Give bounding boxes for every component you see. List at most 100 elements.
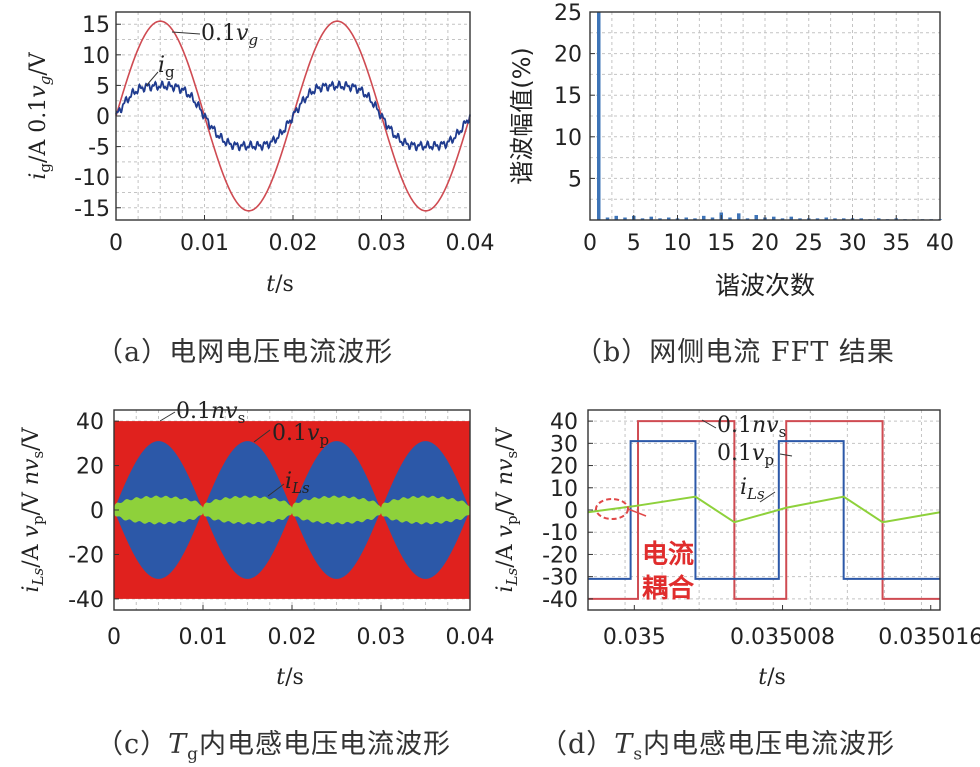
annotation-leader-0.1vp [253, 429, 271, 443]
bar-order-24 [798, 218, 802, 220]
xtick-label-c: 0.04 [446, 625, 495, 650]
caption-c-T: T [168, 729, 188, 760]
ytick-label-a: 15 [82, 13, 110, 38]
xlabel-c: t/s [276, 665, 304, 690]
bar-order-9 [667, 217, 671, 220]
bar-order-22 [780, 218, 785, 220]
xtick-label-b: 0 [583, 231, 597, 256]
bar-order-29 [842, 218, 846, 220]
ytick-label-b: 5 [568, 167, 582, 192]
xtick-label-b: 35 [882, 231, 910, 256]
caption-d-rest: 内电感电压电流波形 [643, 729, 896, 760]
annotation-0.1nvs: 0.1nvs [176, 399, 245, 427]
annotation-0.1vp: 0.1vp [272, 421, 329, 449]
xtick-label-b: 25 [795, 231, 823, 256]
xtick-label-a: 0 [109, 231, 123, 256]
bar-order-31 [859, 218, 863, 220]
plot-b: 5 10 15 20 25 0 5 10 15 20 25 30 35 40 谐波次数 谐波幅值(%) [508, 1, 954, 300]
bar-order-12 [693, 218, 697, 220]
xtick-label-a: 0.01 [180, 231, 229, 256]
xtick-label-b: 20 [751, 231, 779, 256]
annotation-leader-iLs [267, 483, 285, 497]
caption-c-rest: 内电感电压电流波形 [199, 729, 452, 760]
caption-b: （b）网侧电流 FFT 结果 [575, 337, 895, 368]
ytick-label-d: 40 [550, 410, 578, 435]
bar-order-8 [658, 218, 662, 220]
annotation-leader-0.1vp [779, 453, 793, 457]
xtick-label-a: 0.02 [269, 231, 318, 256]
ylabel-a: ig/A 0.1vg/V [26, 51, 54, 179]
bar-order-3 [614, 215, 618, 220]
xtick-label-c: 0.03 [357, 625, 406, 650]
caption-d-prefix: （d） [540, 729, 615, 760]
annotation-iLs: iLs [740, 475, 765, 503]
annotation-0.1vg: 0.1vg [201, 21, 258, 49]
ytick-label-c: -40 [68, 588, 104, 613]
bar-order-28 [833, 218, 837, 220]
ytick-label-a: -15 [74, 197, 110, 222]
ytick-label-b: 10 [554, 126, 582, 151]
ytick-label-d: -20 [542, 543, 578, 568]
ylabel-d: iLs/A vp/V nvs/V [493, 426, 521, 592]
caption-d: （d）Ts内电感电压电流波形 [540, 722, 895, 764]
annotation-leader-ig [145, 71, 159, 87]
bar-order-19 [754, 215, 758, 220]
xtick-label-d: 0.035 [603, 625, 666, 650]
annotation-leader-iLs [759, 491, 776, 503]
ytick-label-b: 15 [554, 84, 582, 109]
series-area-iLs [114, 495, 470, 525]
xlabel-a: t/s [266, 272, 294, 297]
xlabel-d: t/s [758, 665, 786, 690]
ytick-label-d: 0 [564, 499, 578, 524]
ytick-label-c: 40 [76, 410, 104, 435]
annotation-0.1nvs: 0.1nvs [717, 413, 786, 441]
xtick-label-a: 0.04 [446, 231, 495, 256]
annotation-leader-0.1nvs [159, 411, 176, 422]
series-line-0.1nvs [588, 420, 940, 600]
ytick-label-c: -20 [68, 543, 104, 568]
xtick-label-b: 10 [664, 231, 692, 256]
xtick-label-b: 30 [839, 231, 867, 256]
bar-order-2 [605, 217, 610, 220]
bar-order-1 [597, 12, 601, 220]
bar-order-18 [745, 218, 750, 220]
bar-order-27 [824, 217, 828, 220]
xtick-label-c: 0.01 [179, 625, 228, 650]
ylabel-b: 谐波幅值(%) [508, 47, 536, 185]
ytick-label-c: 0 [90, 499, 104, 524]
caption-d-sub: s [633, 744, 644, 765]
xtick-label-c: 0.02 [268, 625, 317, 650]
xlabel-b: 谐波次数 [715, 271, 815, 300]
bar-order-17 [737, 213, 741, 220]
bar-order-14 [710, 217, 715, 220]
ytick-label-a: 10 [82, 44, 110, 69]
ytick-label-c: 20 [76, 455, 104, 480]
annotation-coupling-line2: 耦合 [642, 573, 695, 604]
ytick-label-d: 10 [550, 477, 578, 502]
plot-c: -40 -20 0 20 40 0 0.01 0.02 0.03 0.04 t/s iLs/A vp/… [19, 399, 494, 690]
annotation-ig: ig [158, 53, 175, 81]
bar-order-11 [684, 217, 688, 220]
caption-c-prefix: （c） [96, 729, 169, 760]
ytick-label-b: 25 [554, 1, 582, 26]
ytick-label-a: 5 [96, 74, 110, 99]
ytick-label-d: -10 [542, 521, 578, 546]
caption-c-sub: g [187, 744, 200, 765]
bar-order-21 [772, 216, 776, 220]
bar-order-4 [623, 217, 627, 220]
ytick-label-d: -30 [542, 566, 578, 591]
plot-a: -15 -10 -5 0 5 10 15 0 0.01 0.02 0.03 0.04 t/s ig/A 0… [26, 11, 495, 297]
ytick-label-a: 0 [96, 105, 110, 130]
annotation-coupling-line1: 电流 [642, 540, 694, 570]
bar-order-33 [877, 218, 881, 220]
ytick-label-b: 20 [554, 43, 582, 68]
annotation-0.1vp: 0.1vp [717, 441, 774, 469]
annotation-leader-0.1vg [171, 31, 201, 35]
bar-order-7 [649, 216, 653, 220]
ytick-label-d: 30 [550, 432, 578, 457]
caption-d-T: T [614, 729, 634, 760]
bar-order-16 [728, 217, 732, 220]
xtick-label-d: 0.035016 [878, 625, 980, 650]
